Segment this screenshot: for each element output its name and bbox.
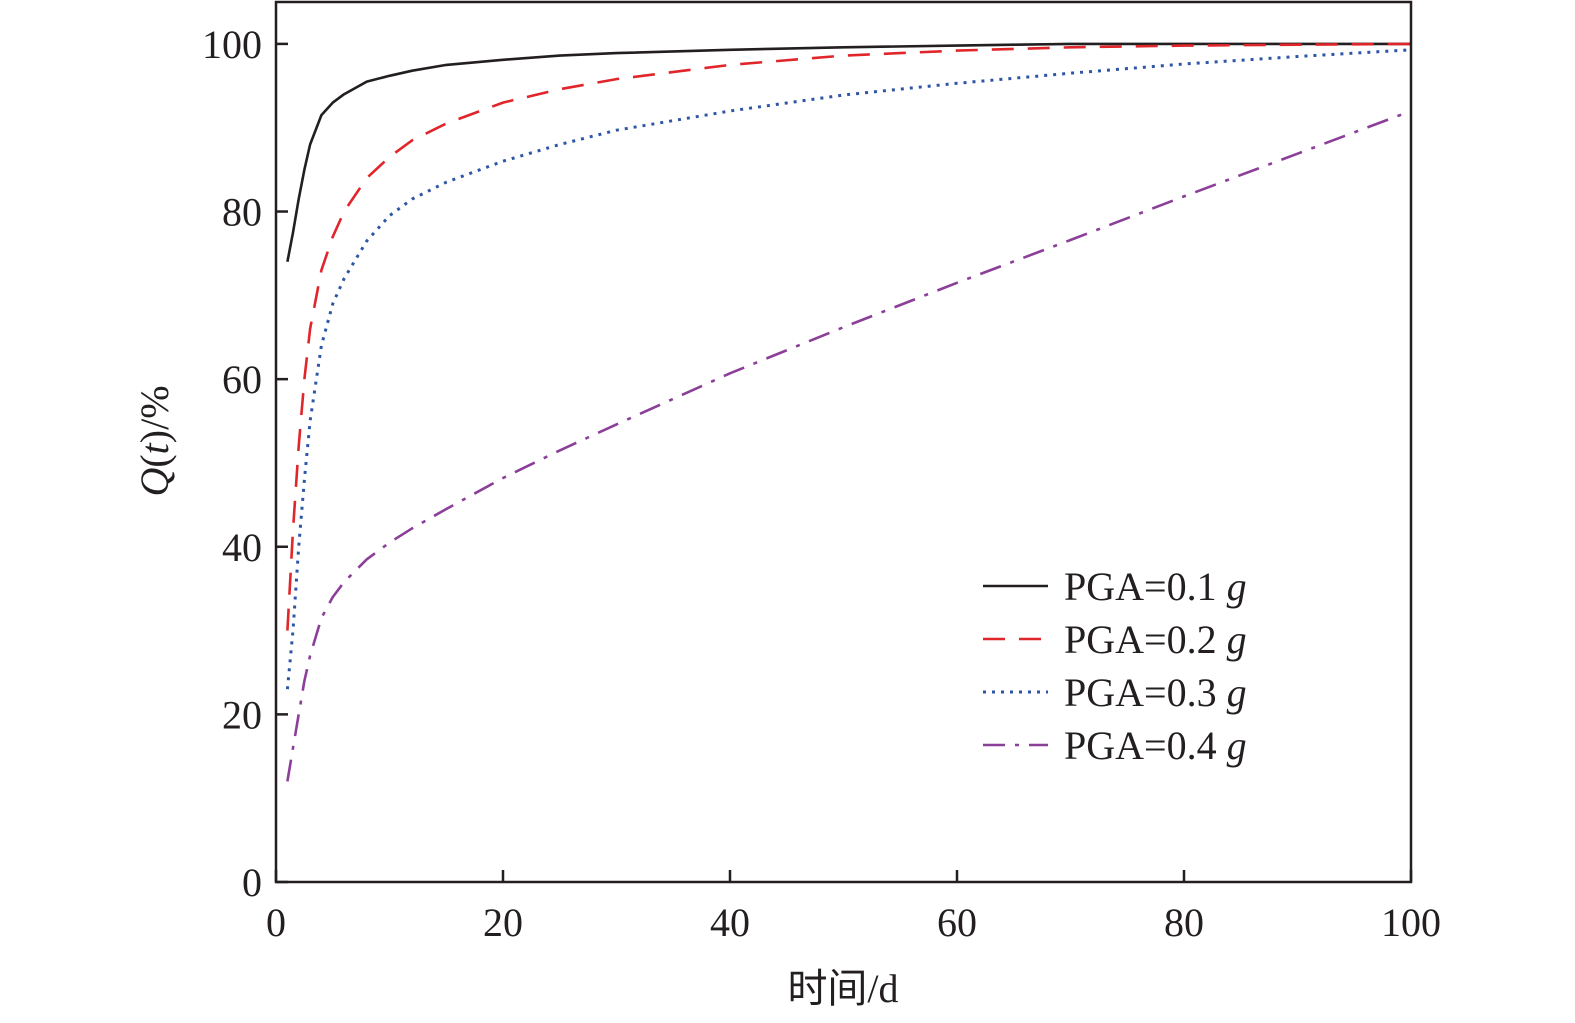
plot-area <box>274 0 1413 884</box>
plot-frame <box>274 0 1413 884</box>
y-axis-title-open: ( <box>132 454 177 467</box>
y-tick-label: 100 <box>202 22 262 67</box>
y-tick-label: 0 <box>242 860 262 905</box>
y-tick-label: 40 <box>222 525 262 570</box>
legend-label-3: PGA=0.3 g <box>1064 670 1247 715</box>
x-axis: 0 20 40 60 80 100 <box>266 870 1441 945</box>
x-tick-label: 80 <box>1164 900 1204 945</box>
series-lines <box>285 42 1412 782</box>
legend: PGA=0.1 g PGA=0.2 g PGA=0.3 g PGA=0.4 g <box>983 564 1247 768</box>
y-tick-label: 80 <box>222 190 262 235</box>
x-axis-title: 时间/d <box>787 966 898 1011</box>
y-axis: 0 20 40 60 80 100 <box>202 22 288 905</box>
y-axis-title-t: t <box>132 442 177 454</box>
y-axis-title-close: )/% <box>132 385 177 443</box>
series-line-3 <box>285 48 1412 690</box>
legend-label-1: PGA=0.1 g <box>1064 564 1247 609</box>
legend-label-4: PGA=0.4 g <box>1064 723 1247 768</box>
y-axis-title: Q(t)/% <box>132 385 177 496</box>
series-line-1 <box>286 42 1411 263</box>
x-tick-label: 40 <box>710 900 750 945</box>
x-tick-label: 20 <box>483 900 523 945</box>
series-line-4 <box>286 109 1412 782</box>
y-tick-label: 60 <box>222 357 262 402</box>
y-axis-title-q: Q <box>132 468 177 497</box>
x-tick-label: 100 <box>1381 900 1441 945</box>
series-line-2 <box>286 42 1412 631</box>
x-tick-label: 0 <box>266 900 286 945</box>
y-tick-label: 20 <box>222 692 262 737</box>
legend-label-2: PGA=0.2 g <box>1064 617 1247 662</box>
x-tick-label: 60 <box>937 900 977 945</box>
